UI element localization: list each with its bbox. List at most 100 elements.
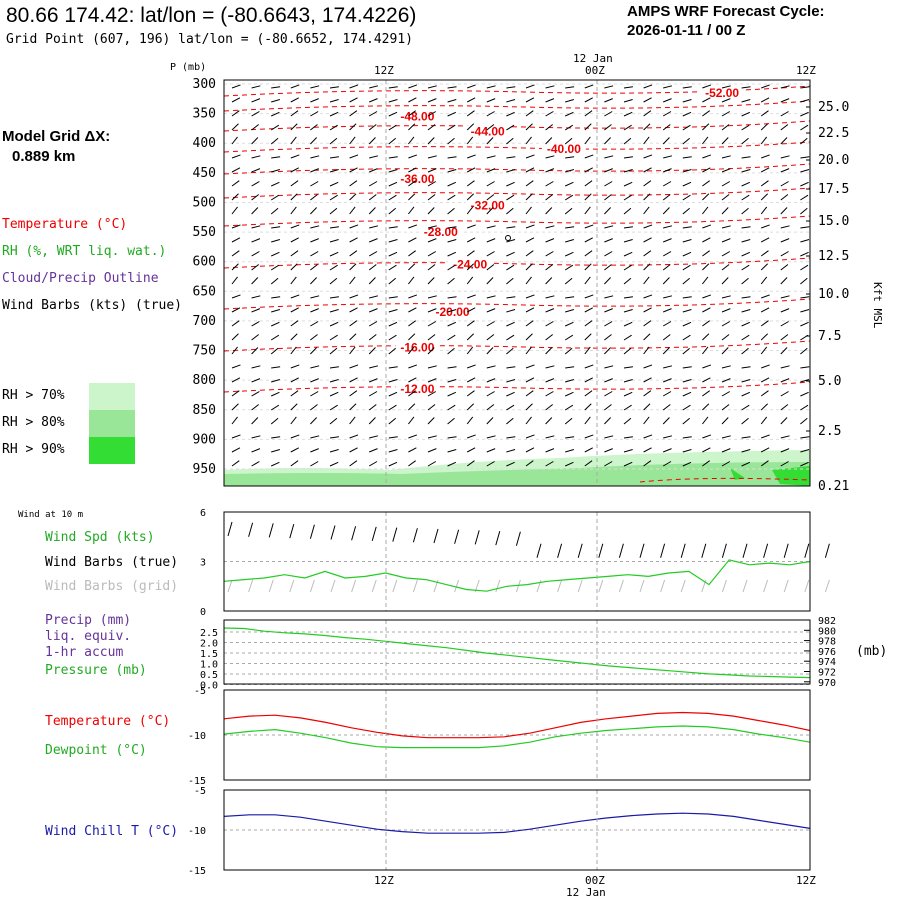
- height-tick-label: 2.5: [818, 424, 841, 439]
- isotherm-label-bg: [700, 86, 745, 100]
- wind-barb: [408, 460, 416, 467]
- wind-barb: [486, 168, 496, 173]
- wind-barb: [721, 137, 729, 145]
- wind-barb: [545, 181, 554, 187]
- wind-barb: [427, 347, 435, 355]
- wind-barb: [447, 111, 457, 117]
- wind-barb: [800, 239, 810, 243]
- wind-barb: [564, 264, 574, 271]
- wind-barb: [643, 167, 652, 173]
- wind-barb: [623, 449, 633, 453]
- wind-barb: [329, 169, 339, 173]
- surface-wind-barb-grid: [515, 579, 521, 593]
- wind-barb: [310, 181, 319, 187]
- wind-barb: [584, 110, 593, 117]
- precip-tick: 0.5: [200, 670, 218, 681]
- wind-barb: [800, 226, 810, 229]
- wind-barb: [231, 136, 238, 145]
- legend-temperature: Temperature (°C): [2, 217, 128, 232]
- surface-wind-barb-grid: [454, 579, 460, 593]
- wind-barb: [545, 334, 553, 341]
- wind-barb: [310, 435, 320, 439]
- isotherm-label-bg: [465, 199, 510, 213]
- wind-barb: [408, 447, 417, 453]
- wind-barb: [447, 366, 457, 369]
- wind-barb: [486, 207, 494, 215]
- wind-barb: [525, 84, 535, 89]
- surface-wind-barb-grid: [742, 579, 748, 593]
- precip-tick: 1.5: [200, 649, 218, 660]
- wind-barb: [663, 378, 672, 383]
- wind-barb: [800, 111, 809, 117]
- wind-barb: [702, 307, 711, 313]
- pressure-tick-label: 500: [193, 195, 216, 210]
- surface-wind-barb: [412, 528, 418, 543]
- surface-wind-barb: [618, 543, 624, 558]
- wind-barb: [369, 98, 378, 103]
- wind-barb: [741, 334, 750, 341]
- wind-barb: [663, 238, 672, 243]
- wind-barb: [388, 461, 398, 467]
- wind-barb: [388, 347, 397, 355]
- wind-barb: [466, 346, 474, 355]
- wind-barb: [800, 404, 809, 411]
- bottom-tick-12z-b: 12Z: [796, 874, 816, 887]
- wind-barb: [408, 193, 416, 201]
- wind-barb: [780, 137, 788, 145]
- wind-barb: [427, 111, 437, 117]
- wind-barb: [525, 307, 535, 313]
- wind-barb: [584, 333, 592, 341]
- wind-barb: [682, 194, 691, 201]
- wind-barb: [682, 461, 692, 467]
- pressure-tick-label: 400: [193, 136, 216, 151]
- wind-barb: [231, 364, 241, 369]
- wind-barb: [564, 461, 574, 467]
- wind-barb: [721, 448, 731, 453]
- wind-barb: [310, 238, 319, 243]
- wind-barb: [329, 404, 338, 411]
- wind-barb: [780, 85, 790, 89]
- wind-barb: [270, 277, 279, 285]
- wind-barb: [447, 137, 455, 145]
- wind-barb: [447, 226, 457, 229]
- wind-barb: [761, 364, 770, 369]
- wind-barb: [388, 404, 397, 411]
- wind-barb: [604, 85, 614, 89]
- wind-barb: [349, 263, 357, 271]
- wind-barb: [290, 333, 298, 341]
- wind-barb: [760, 276, 768, 285]
- wind-barb: [741, 226, 751, 229]
- wind-barb: [584, 206, 591, 215]
- wind-barb: [721, 308, 731, 313]
- wind-barb: [702, 276, 709, 285]
- wind-barb: [251, 334, 259, 341]
- wind-barb: [231, 403, 239, 411]
- wind-barb: [447, 379, 457, 383]
- wind-barb: [486, 295, 496, 299]
- wind-barb: [231, 263, 239, 271]
- wind-barb: [584, 434, 594, 439]
- wind-barb: [702, 167, 711, 173]
- wind-barb: [780, 225, 790, 229]
- wind-barb: [329, 277, 338, 285]
- wind-barb: [290, 167, 299, 173]
- wind-barb: [231, 154, 241, 159]
- wind-barb: [408, 110, 416, 117]
- wind-barb: [623, 391, 633, 397]
- wind-barb: [721, 295, 731, 299]
- wind-barb: [466, 167, 476, 173]
- surface-wind-barb-grid: [783, 579, 789, 593]
- wind-barb: [564, 251, 574, 257]
- wind-barb: [388, 391, 398, 397]
- wind-barb: [760, 403, 769, 411]
- wind-barb: [721, 168, 731, 173]
- wind-barb: [662, 391, 672, 397]
- wind-barb: [231, 294, 241, 299]
- wind-barb: [408, 434, 418, 439]
- wind-barb: [564, 347, 573, 355]
- wind-barb: [643, 377, 652, 383]
- wind-barb: [761, 434, 770, 439]
- height-tick-label: 22.5: [818, 126, 849, 141]
- wind-barb: [290, 460, 299, 467]
- wind-barb: [643, 307, 652, 313]
